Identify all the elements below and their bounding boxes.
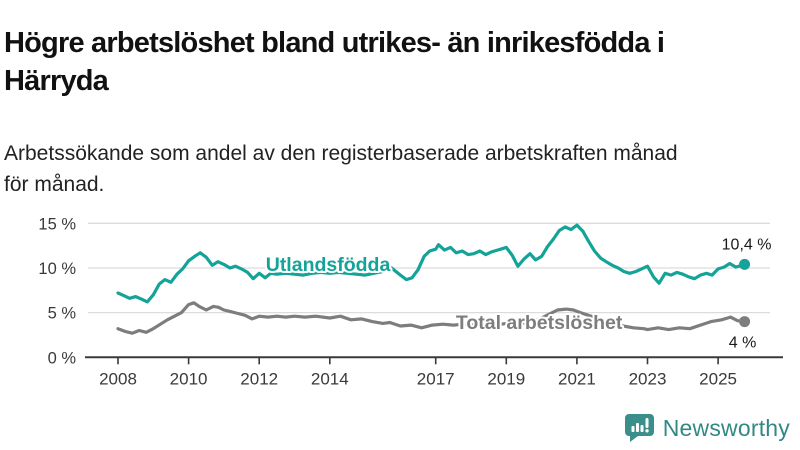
chart-subtitle-line1: Arbetssökande som andel av den registerb…	[4, 142, 678, 165]
logo-bar-3	[640, 425, 644, 432]
logo-bar-1	[631, 426, 635, 432]
line-chart-svg: 0 % 5 % 10 % 15 % 2008 2010 2012 2014 2017 2019 20…	[38, 215, 783, 388]
series-line-utlandsf-dda	[116, 223, 747, 304]
chart-subtitle-line2: för månad.	[4, 173, 105, 196]
page-title-line2: Härryda	[4, 65, 109, 98]
series-end-value-label: 4 %	[729, 335, 757, 352]
logo-bar-2	[635, 423, 639, 432]
x-axis-tick-label: 2014	[311, 369, 349, 388]
series-inline-label: Utlandsfödda	[266, 254, 391, 276]
y-axis-tick-label: 0 %	[48, 349, 77, 367]
series-end-value-label: 10,4 %	[722, 236, 772, 253]
x-axis-tick-label: 2012	[240, 369, 278, 388]
newsworthy-logo-icon	[624, 414, 654, 442]
line-chart: 0 % 5 % 10 % 15 % 2008 2010 2012 2014 2017 2019 20…	[0, 200, 800, 410]
x-axis-tick-label: 2017	[417, 369, 455, 388]
x-axis-tick-label: 2008	[99, 369, 137, 388]
x-axis-tick-label: 2021	[558, 369, 596, 388]
y-axis-tick-label: 5 %	[48, 305, 77, 323]
x-axis-tick-label: 2010	[170, 369, 208, 388]
chart-subtitle: Arbetssökande som andel av den registerb…	[4, 138, 796, 200]
series-end-dot	[739, 258, 751, 270]
y-axis-tick-label: 15 %	[38, 215, 76, 233]
x-axis-tick-label: 2019	[487, 369, 525, 388]
brand-name: Newsworthy	[662, 414, 790, 441]
x-axis-tick-label: 2025	[699, 369, 737, 388]
brand-footer: Newsworthy	[624, 412, 790, 444]
series-end-dot	[739, 316, 751, 328]
page-title: Högre arbetslöshet bland utrikes- än inr…	[4, 24, 796, 100]
speech-bubble-shape	[624, 414, 654, 442]
logo-exclamation-bar	[645, 418, 649, 428]
page-title-line1: Högre arbetslöshet bland utrikes- än inr…	[4, 27, 665, 60]
y-axis-tick-label: 10 %	[38, 260, 76, 278]
logo-exclamation-dot	[645, 429, 649, 433]
x-axis-tick-label: 2023	[629, 369, 667, 388]
series-line-total-arbetsl-shet	[116, 301, 747, 335]
series-inline-label: Total arbetslöshet	[456, 312, 623, 334]
